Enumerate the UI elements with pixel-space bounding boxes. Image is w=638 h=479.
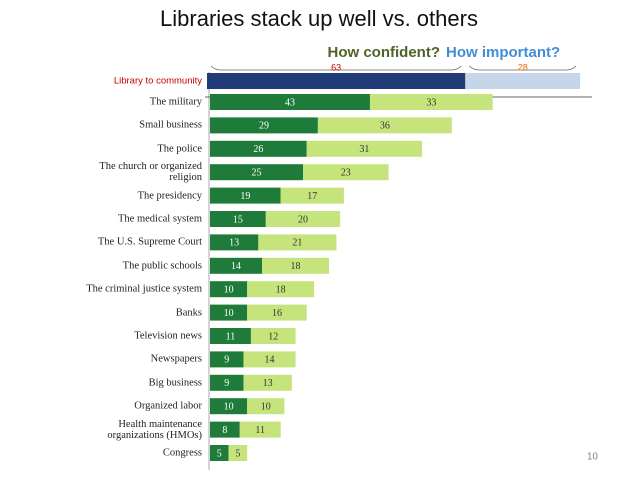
bar-segment <box>280 187 344 204</box>
value-label: 18 <box>291 261 301 272</box>
value-label: 28 <box>518 62 528 72</box>
bar-segment <box>247 281 315 298</box>
bar-segment <box>465 73 581 89</box>
value-label: 16 <box>272 308 282 319</box>
category-label: The medical system <box>118 213 202 225</box>
value-label: 11 <box>255 425 265 436</box>
bar-segment <box>265 211 341 227</box>
bar-segment <box>210 351 244 368</box>
page-number: 10 <box>587 452 599 463</box>
value-label: 36 <box>380 121 390 132</box>
category-label: Big business <box>148 377 202 389</box>
value-label: 29 <box>259 121 269 132</box>
bar-segment <box>247 398 285 415</box>
category-label: The criminal justice system <box>86 283 202 295</box>
category-label: Newspapers <box>150 353 202 365</box>
bar-segment <box>210 257 263 274</box>
bar-segment <box>317 117 452 134</box>
bar-segment <box>243 351 296 368</box>
value-label: 10 <box>261 401 271 412</box>
bar-segment <box>210 421 240 438</box>
category-label: The church or organized religion <box>99 161 202 184</box>
value-label: 33 <box>426 97 436 108</box>
bar-segment <box>247 304 307 321</box>
value-label: 63 <box>331 62 341 72</box>
value-label: 18 <box>276 284 286 295</box>
value-label: 9 <box>224 378 229 389</box>
value-label: 5 <box>217 448 222 459</box>
bar-segment <box>210 117 318 134</box>
category-label: Congress <box>162 447 202 459</box>
bar-segment <box>210 304 248 321</box>
bracket <box>210 65 462 71</box>
bar-segment <box>210 281 248 298</box>
value-label: 26 <box>253 144 263 155</box>
library-label: Library to community <box>113 75 202 87</box>
bracket <box>469 65 577 71</box>
bar-segment <box>228 445 248 461</box>
value-label: 21 <box>292 238 302 249</box>
bar-segment <box>250 328 296 344</box>
category-label: Banks <box>175 307 202 319</box>
value-label: 8 <box>222 425 227 436</box>
bar-segment <box>210 445 229 461</box>
bar-segment <box>306 140 423 157</box>
category-label: Small business <box>139 119 202 131</box>
value-label: 11 <box>226 331 236 342</box>
chart-title: Libraries stack up well vs. others <box>160 6 478 31</box>
legend-label: How important? <box>446 44 560 61</box>
value-label: 23 <box>341 167 351 178</box>
category-label: The presidency <box>137 190 202 202</box>
category-label: The U.S. Supreme Court <box>97 236 202 248</box>
category-label: The military <box>149 96 202 108</box>
value-label: 31 <box>359 144 369 155</box>
legend-label: How confident? <box>328 44 441 61</box>
bar-segment <box>210 374 244 391</box>
value-label: 10 <box>224 284 234 295</box>
bar-segment <box>210 211 266 227</box>
bar-segment <box>210 187 281 204</box>
value-label: 9 <box>224 355 229 366</box>
bar-segment <box>258 234 337 251</box>
bar-segment <box>210 94 370 110</box>
value-label: 25 <box>252 167 262 178</box>
bar-segment <box>210 234 259 251</box>
value-label: 19 <box>240 191 250 202</box>
bar-segment <box>210 164 303 181</box>
value-label: 10 <box>224 401 234 412</box>
value-label: 15 <box>233 214 243 225</box>
bar-segment <box>210 140 307 157</box>
value-label: 17 <box>307 191 317 202</box>
bar-segment <box>303 164 389 181</box>
bar-segment <box>239 421 281 438</box>
value-label: 14 <box>265 355 275 366</box>
value-label: 20 <box>298 214 308 225</box>
value-label: 13 <box>229 238 239 249</box>
category-label: The public schools <box>122 260 202 272</box>
value-label: 13 <box>263 378 273 389</box>
bar-segment <box>243 374 292 391</box>
bar-segment <box>262 257 330 274</box>
bar-segment <box>207 73 466 89</box>
bar-segment <box>210 328 251 344</box>
category-label: Television news <box>134 330 202 342</box>
bar-segment <box>210 398 248 415</box>
bar-segment <box>369 94 493 110</box>
category-label: Health maintenance organizations (HMOs) <box>107 418 202 441</box>
value-label: 14 <box>231 261 241 272</box>
value-label: 10 <box>224 308 234 319</box>
category-label: Organized labor <box>134 400 202 412</box>
value-label: 5 <box>235 448 240 459</box>
category-label: The police <box>157 143 202 155</box>
value-label: 12 <box>268 331 278 342</box>
value-label: 43 <box>285 97 295 108</box>
